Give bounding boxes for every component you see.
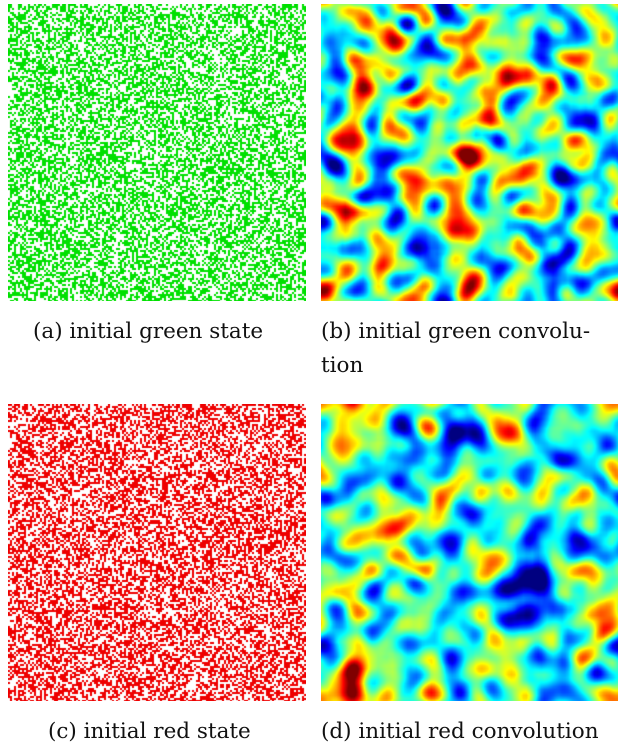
- green-convolution-canvas: [321, 4, 618, 301]
- red-convolution-canvas: [321, 404, 618, 701]
- green-state-image: [8, 4, 306, 301]
- caption-d: (d) initial red convolution: [321, 719, 599, 744]
- caption-c: (c) initial red state: [48, 719, 251, 744]
- caption-b-line2: tion: [321, 353, 364, 378]
- caption-b: (b) initial green convolu- tion: [321, 315, 621, 383]
- green-convolution-image: [321, 4, 618, 301]
- red-convolution-image: [321, 404, 618, 701]
- red-state-canvas: [8, 404, 306, 701]
- green-state-canvas: [8, 4, 306, 301]
- caption-a: (a) initial green state: [33, 319, 264, 344]
- caption-b-line1: (b) initial green convolu-: [321, 319, 591, 344]
- red-state-image: [8, 404, 306, 701]
